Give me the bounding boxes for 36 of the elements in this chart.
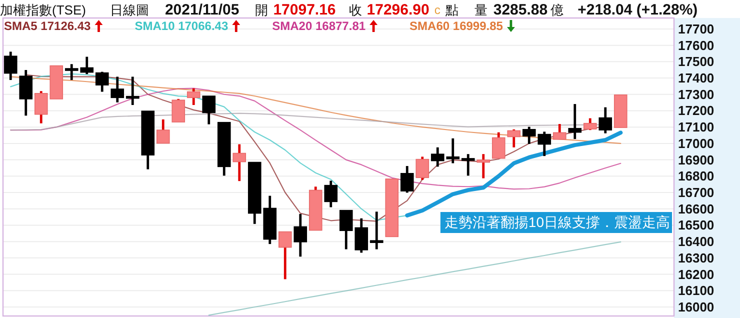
text: SMA60 16999.85 [410,19,504,33]
y-tick-label: 16600 [678,201,714,216]
y-tick-label: 16300 [678,250,714,266]
y-tick-label: 17000 [678,136,714,151]
y-tick-label: 16500 [678,218,714,233]
y-tick-label: 16700 [678,185,714,200]
y-tick-label: 17700 [678,21,714,36]
y-tick-label: 17200 [678,103,714,118]
annotation: 17097.16 [273,2,336,18]
annotation: 17296.90 [366,2,430,18]
y-tick-label: 16100 [678,283,714,298]
text: 點 [444,2,458,18]
y-tick-label: 16900 [678,152,714,168]
annotation: 3285.88 [493,2,548,18]
text: 億 [550,2,564,18]
y-tick-label: 16400 [678,234,714,250]
y-tick-label: 17100 [678,120,714,135]
text: SMA5 17126.43 [4,19,92,33]
y-tick-label: 16000 [678,300,714,315]
text: SMA20 16877.81 [272,19,366,33]
chart-subtitle: 日線圖 [110,2,149,18]
annotation: +218.04 (+1.28%) [578,2,698,18]
text: SMA10 17066.43 [134,19,228,33]
text: c [434,3,440,17]
y-tick-label: 17500 [678,54,714,70]
text: 收 [348,2,362,18]
y-tick-label: 17300 [678,86,714,102]
y-tick-label: 16800 [678,168,714,184]
text: 開 [255,2,268,18]
y-tick-label: 16200 [678,266,714,282]
text: 量 [474,2,488,18]
chart-title: 加權指數(TSE) [0,2,86,18]
y-tick-label: 17600 [678,38,714,53]
annotation: 2021/11/05 [164,2,240,18]
annotation: 走勢沿著翻揚10日線支撐．震盪走高 [444,214,670,230]
y-tick-label: 17400 [678,70,714,86]
